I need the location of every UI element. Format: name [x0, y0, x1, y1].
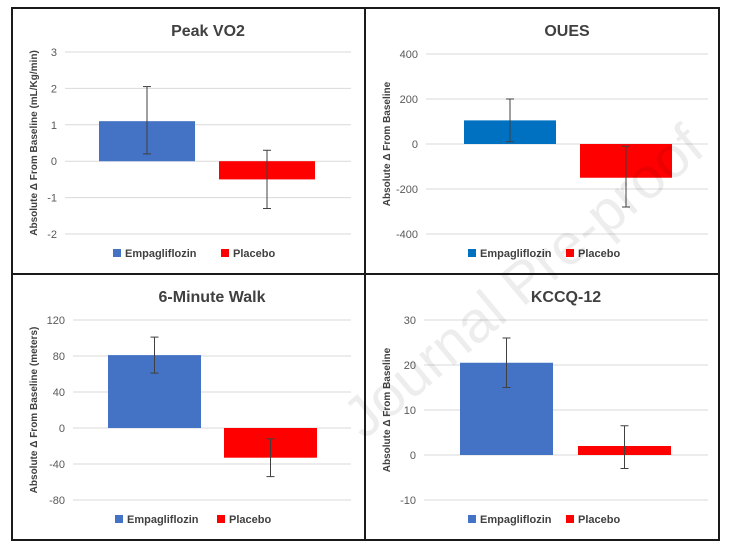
- y-tick-label: 0: [410, 450, 416, 462]
- y-tick-label: 40: [53, 387, 65, 399]
- y-tick-label: 200: [400, 94, 418, 106]
- legend-swatch: [113, 249, 121, 257]
- legend-swatch: [468, 249, 476, 257]
- legend-label: Placebo: [578, 248, 620, 260]
- y-tick-label: -200: [396, 184, 418, 196]
- y-tick-label: -40: [49, 459, 65, 471]
- y-tick-label: -400: [396, 229, 418, 241]
- legend-swatch: [221, 249, 229, 257]
- y-tick-label: 0: [51, 156, 57, 168]
- chart-title: KCCQ-12: [531, 289, 601, 306]
- y-tick-label: 3: [51, 47, 57, 59]
- y-tick-label: 1: [51, 120, 57, 132]
- chart-panel-oues: OUES -400 -200 0 200 400 Absolute Δ From Basel…: [364, 7, 720, 275]
- y-tick-label: 30: [404, 315, 416, 327]
- legend-label: Empagliflozin: [125, 248, 197, 260]
- legend-swatch: [115, 515, 123, 523]
- y-tick-label: 120: [47, 315, 65, 327]
- y-axis-label: Absolute Δ From Baseline: [382, 81, 393, 206]
- legend-swatch: [566, 515, 574, 523]
- legend-label: Empagliflozin: [127, 514, 199, 526]
- legend-label: Empagliflozin: [480, 514, 552, 526]
- y-tick-label: -1: [47, 193, 57, 205]
- y-tick-label: 80: [53, 351, 65, 363]
- legend-swatch: [468, 515, 476, 523]
- chart-svg: 6-Minute Walk -80 -40 0 40 80 120 Absolute Δ Fr…: [29, 289, 351, 526]
- y-tick-label: 400: [400, 49, 418, 61]
- y-axis-label: Absolute Δ From Baseline (mL/Kg/min): [29, 50, 40, 236]
- y-tick-label: 0: [412, 139, 418, 151]
- chart-panel-6-minute-walk: 6-Minute Walk -80 -40 0 40 80 120 Absolute Δ Fr…: [11, 273, 366, 541]
- chart-title: Peak VO2: [171, 23, 245, 40]
- chart-svg: KCCQ-12 -10 0 10 20 30 Absolute Δ From Baselin…: [382, 289, 708, 526]
- legend-swatch: [217, 515, 225, 523]
- y-tick-label: -2: [47, 229, 57, 241]
- legend-label: Placebo: [229, 514, 271, 526]
- legend-label: Placebo: [578, 514, 620, 526]
- y-tick-label: -10: [400, 495, 416, 507]
- y-axis-label: Absolute Δ From Baseline: [382, 347, 393, 472]
- y-tick-label: 2: [51, 83, 57, 95]
- legend-label: Empagliflozin: [480, 248, 552, 260]
- y-tick-label: 20: [404, 360, 416, 372]
- chart-svg: OUES -400 -200 0 200 400 Absolute Δ From Basel…: [382, 23, 708, 260]
- legend-swatch: [566, 249, 574, 257]
- y-tick-label: 0: [59, 423, 65, 435]
- chart-panel-kccq-12: KCCQ-12 -10 0 10 20 30 Absolute Δ From Baselin…: [364, 273, 720, 541]
- y-tick-label: 10: [404, 405, 416, 417]
- chart-svg: Peak VO2 -2 -1 0 1 2 3 Absolute Δ From Baseline…: [29, 23, 351, 260]
- y-tick-label: -80: [49, 495, 65, 507]
- legend-label: Placebo: [233, 248, 275, 260]
- chart-title: 6-Minute Walk: [159, 289, 266, 306]
- chart-panel-peak-vo2: Peak VO2 -2 -1 0 1 2 3 Absolute Δ From Baseline…: [11, 7, 366, 275]
- y-axis-label: Absolute Δ From Baseline (meters): [29, 327, 40, 494]
- chart-title: OUES: [544, 23, 590, 40]
